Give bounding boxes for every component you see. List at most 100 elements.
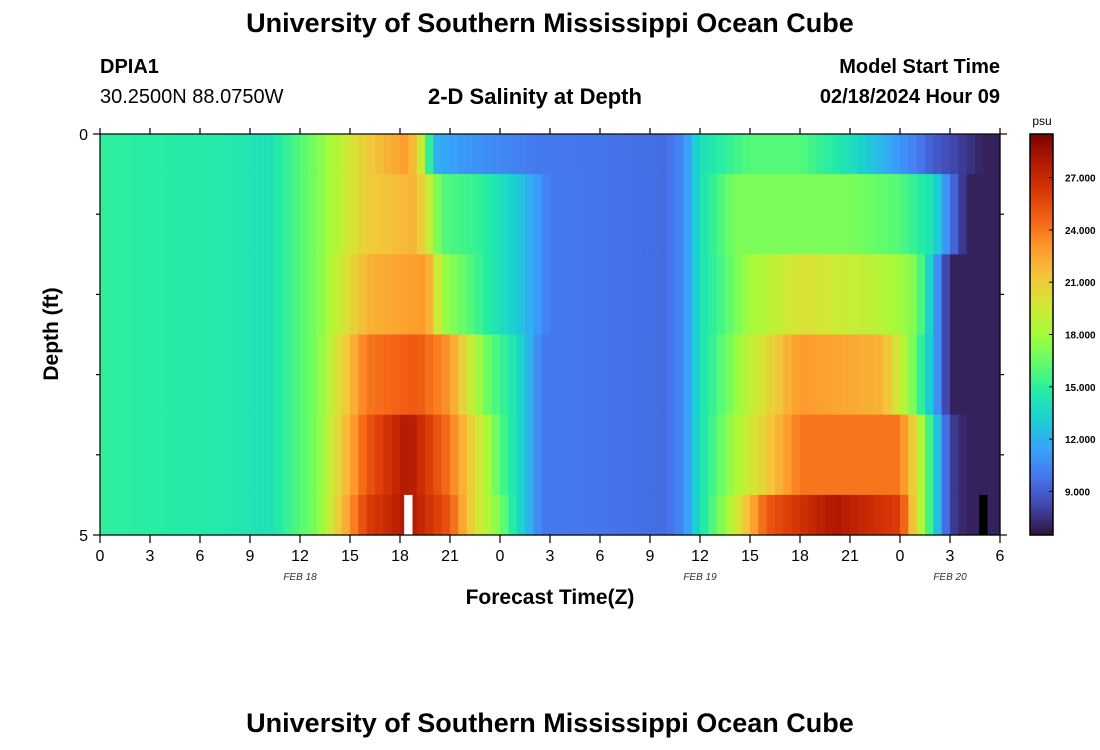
heatmap-cell [666, 254, 676, 336]
heatmap-cell [291, 414, 301, 496]
heatmap-cell [983, 334, 993, 416]
heatmap-cell [125, 254, 134, 336]
heatmap-cell [908, 254, 918, 336]
heatmap-cell [508, 494, 518, 536]
heatmap-cell [641, 174, 651, 255]
heatmap-cell [416, 254, 426, 336]
heatmap-cell [916, 414, 926, 496]
heatmap-cell [225, 334, 234, 416]
heatmap-cell [608, 174, 618, 255]
heatmap-cell [858, 134, 868, 175]
heatmap-cell [358, 334, 368, 416]
colorbar-ticks: 27.000 24.000 21.000 18.000 15.000 12.000 9.00… [1049, 174, 1096, 498]
heatmap-cell [875, 254, 884, 336]
heatmap-cell [508, 254, 518, 336]
heatmap-cell [291, 494, 301, 536]
heatmap-cell [900, 134, 909, 175]
heatmap-cell [775, 334, 784, 416]
heatmap-cell [133, 334, 143, 416]
heatmap-cell [191, 254, 201, 336]
heatmap-cell [816, 494, 826, 536]
heatmap-cell [558, 174, 568, 255]
heatmap-cell [708, 334, 718, 416]
heatmap-cell [550, 174, 559, 255]
heatmap-cell [241, 134, 251, 175]
heatmap-cell [533, 494, 543, 536]
heatmap-cell [633, 134, 643, 175]
heatmap-cell [391, 174, 401, 255]
heatmap-cell [416, 134, 426, 175]
heatmap-cell [158, 134, 168, 175]
heatmap-cell [191, 134, 201, 175]
heatmap-cell [250, 494, 259, 536]
heatmap-cell [516, 254, 526, 336]
heatmap-cell [550, 334, 559, 416]
heatmap-cell [391, 134, 401, 175]
heatmap-cell [900, 254, 909, 336]
heatmap-cell [891, 174, 901, 255]
heatmap-cell [650, 174, 659, 255]
heatmap-cell [616, 174, 626, 255]
heatmap-cell [825, 254, 834, 336]
heatmap-cell [183, 494, 193, 536]
heatmap-cell [425, 414, 434, 496]
heatmap-cell [825, 494, 834, 536]
heatmap-cell [625, 254, 634, 336]
heatmap-cell [258, 414, 268, 496]
heatmap-cell [850, 414, 859, 496]
heatmap-cell [233, 414, 243, 496]
heatmap-cell [941, 494, 951, 536]
heatmap-cell [425, 134, 434, 175]
heatmap-cell [500, 174, 509, 255]
heatmap-cell [925, 334, 934, 416]
heatmap-cell [991, 494, 1001, 536]
heatmap-cell [791, 414, 801, 496]
heatmap-cell [291, 254, 301, 336]
heatmap-cell [708, 494, 718, 536]
heatmap-cell [433, 174, 443, 255]
heatmap-cell [450, 254, 459, 336]
heatmap-cell [541, 334, 551, 416]
heatmap-cell [766, 254, 776, 336]
heatmap-cell [725, 494, 734, 536]
heatmap-cell [275, 134, 284, 175]
heatmap-cell [833, 334, 843, 416]
heatmap-cell [683, 494, 693, 536]
heatmap-cell [483, 414, 493, 496]
heatmap-cell [916, 494, 926, 536]
heatmap-cell [925, 414, 934, 496]
heatmap-cell [525, 174, 534, 255]
heatmap-cell [233, 334, 243, 416]
heatmap-cell [166, 134, 176, 175]
heatmap-cell [316, 174, 326, 255]
heatmap-cell [758, 414, 768, 496]
heatmap-cell [408, 334, 418, 416]
heatmap-cell [125, 494, 134, 536]
x-tick-label: 3 [146, 548, 155, 565]
heatmap-cell [975, 414, 984, 496]
x-tick-label: 18 [791, 548, 809, 565]
heatmap-cell [775, 134, 784, 175]
heatmap-cell [808, 174, 818, 255]
heatmap-cell [608, 254, 618, 336]
heatmap-cell [333, 334, 343, 416]
heatmap-cell [383, 494, 393, 536]
heatmap-cell [650, 494, 659, 536]
heatmap-cell [858, 414, 868, 496]
heatmap-cell [108, 254, 118, 336]
heatmap-cell [466, 254, 476, 336]
heatmap-cell [133, 414, 143, 496]
heatmap-cell [191, 334, 201, 416]
heatmap-cell [125, 174, 134, 255]
heatmap-cell [183, 334, 193, 416]
heatmap-cell [850, 134, 859, 175]
heatmap-cell [900, 414, 909, 496]
heatmap-cell [108, 334, 118, 416]
heatmap-cell [500, 494, 509, 536]
heatmap-cell [216, 254, 226, 336]
heatmap-cell [208, 334, 218, 416]
heatmap-cell [325, 254, 334, 336]
x-tick-label: 15 [741, 548, 759, 565]
heatmap-cell [600, 254, 609, 336]
heatmap-cell [991, 134, 1001, 175]
